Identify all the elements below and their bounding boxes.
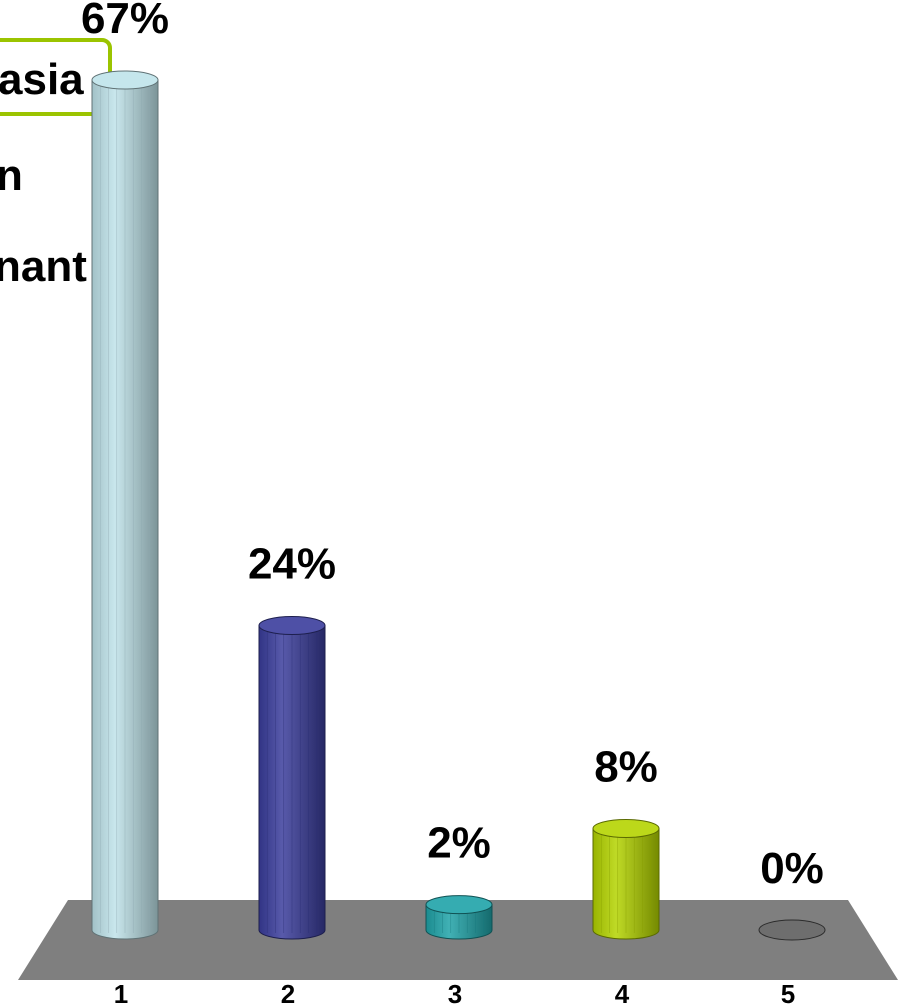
value-label-5: 0% (760, 844, 824, 893)
category-label-3: 3 (448, 979, 462, 1004)
category-label-5: 5 (781, 979, 795, 1004)
value-label-1: 67% (81, 0, 169, 43)
answer-option-1: asia (0, 55, 84, 104)
value-labels: 67% 24% 2% 8% 0% (81, 0, 824, 893)
bar-1 (91, 70, 159, 940)
chart-floor (18, 900, 898, 980)
answer-option-2: n (0, 151, 23, 200)
value-label-4: 8% (594, 743, 658, 792)
category-label-4: 4 (615, 979, 630, 1004)
category-labels: 1 2 3 4 5 (114, 979, 795, 1004)
bar-4 (592, 819, 660, 940)
bar-top (592, 819, 660, 839)
bar-3 (425, 895, 493, 940)
value-label-2: 24% (248, 540, 336, 589)
bar-top (758, 919, 826, 941)
answer-options: asia n nant (0, 38, 112, 291)
bar-2 (258, 616, 326, 940)
answer-option-3: nant (0, 242, 87, 291)
category-label-2: 2 (281, 979, 295, 1004)
bars (91, 70, 826, 941)
category-label-1: 1 (114, 979, 128, 1004)
bar-5 (758, 919, 826, 941)
bar-top (258, 616, 326, 636)
value-label-3: 2% (427, 819, 491, 868)
bar-top (425, 895, 493, 915)
bar-top (91, 70, 159, 90)
